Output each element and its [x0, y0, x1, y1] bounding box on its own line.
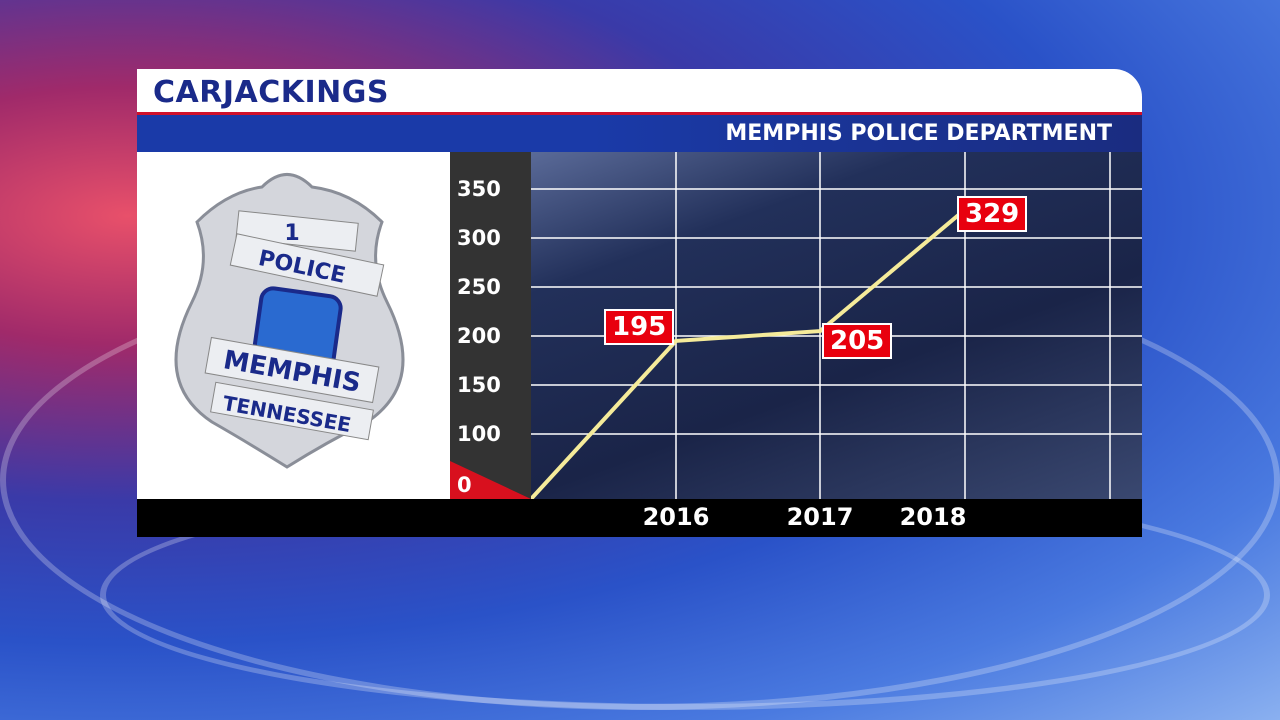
chart-title: CARJACKINGS [153, 75, 389, 110]
police-badge-icon: 1 POLICE MEMPHIS TENNESSEE [174, 173, 405, 469]
police-badge-image: 1 POLICE MEMPHIS TENNESSEE [137, 152, 450, 499]
x-tick-label: 2017 [786, 503, 854, 531]
series-line [531, 208, 967, 499]
x-tick-label: 2016 [642, 503, 710, 531]
source-bar: MEMPHIS POLICE DEPARTMENT [137, 115, 1142, 152]
badge-number: 1 [284, 221, 299, 246]
y-tick-label: 100 [457, 422, 501, 446]
data-point [531, 497, 533, 499]
data-label: 205 [822, 323, 893, 360]
x-axis: 2016 2017 2018 [137, 499, 1142, 537]
data-label: 195 [604, 308, 675, 345]
axis-accent [450, 461, 531, 499]
y-tick-label: 350 [457, 177, 501, 201]
y-tick-label: 200 [457, 324, 501, 348]
y-axis: 0 100 150 200 250 300 350 [450, 152, 531, 499]
data-label: 329 [957, 195, 1028, 232]
y-tick-label: 300 [457, 226, 501, 250]
source-label: MEMPHIS POLICE DEPARTMENT [725, 121, 1112, 146]
data-point [674, 338, 678, 343]
x-tick-label: 2018 [899, 503, 967, 531]
chart-panel: CARJACKINGS MEMPHIS POLICE DEPARTMENT 1 … [137, 69, 1142, 537]
y-tick-label: 0 [457, 473, 472, 497]
y-tick-label: 150 [457, 373, 501, 397]
y-tick-label: 250 [457, 275, 501, 299]
divider [137, 112, 1142, 115]
data-point [818, 329, 822, 334]
title-bar: CARJACKINGS [137, 69, 1142, 112]
plot-area: 195 205 329 [531, 152, 1142, 499]
